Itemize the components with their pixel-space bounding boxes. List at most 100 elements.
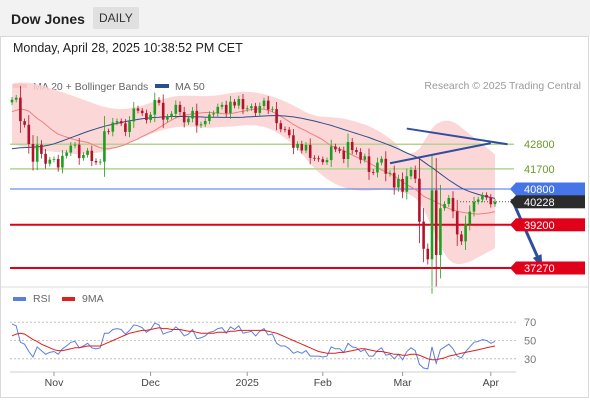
candle-body (220, 104, 224, 107)
candle-body (182, 112, 186, 123)
candle-body (359, 152, 362, 160)
legend-label: 9MA (82, 293, 104, 305)
candle-body (292, 135, 295, 148)
candle-body (90, 150, 94, 162)
legend-label: MA 50 (175, 81, 205, 93)
level-text: 40228 (524, 197, 555, 209)
candle-body (35, 144, 39, 162)
candle-body (481, 195, 484, 200)
time-tick-label: Mar (394, 377, 413, 389)
candle-body (367, 156, 371, 172)
timeframe-button[interactable]: DAILY (93, 7, 139, 29)
candle-body (401, 178, 404, 192)
level-text: 37270 (524, 263, 555, 275)
candle-body (300, 144, 304, 151)
candle-body (115, 121, 119, 123)
header-bar: Dow Jones DAILY (0, 0, 590, 36)
candle-body (413, 169, 417, 179)
candle-body (266, 100, 270, 110)
candle-body (439, 208, 442, 256)
candle-body (140, 110, 144, 114)
trend-line (389, 142, 491, 165)
level-text: 40800 (524, 184, 555, 196)
candle-body (464, 224, 467, 242)
candle-body (472, 201, 476, 212)
candle-body (149, 114, 152, 121)
trend-line (406, 127, 508, 146)
candle-body (476, 199, 480, 202)
candle-body (216, 106, 220, 114)
candle-body (229, 101, 232, 114)
level-tag (516, 218, 585, 232)
rsi-ma-line (11, 327, 496, 361)
candle-body (283, 129, 287, 131)
time-tick-label: Dec (141, 377, 160, 389)
legend-label: MA 20 + Bollinger Bands (33, 81, 148, 93)
candle-body (224, 104, 228, 114)
candle-body (380, 158, 383, 163)
level-text: 41700 (524, 164, 555, 176)
time-tick-label: Feb (314, 377, 332, 389)
candle-body (275, 109, 278, 124)
candle-body (279, 123, 283, 130)
candle-body (153, 99, 157, 115)
level-label-40228: 40228 (510, 195, 585, 209)
level-label-41700: 41700 (524, 164, 555, 176)
candle-body (334, 146, 337, 150)
level-tag-pointer (510, 218, 516, 232)
forecast-arrow-shaft (510, 198, 543, 266)
candle-body (262, 100, 266, 106)
candle-body (187, 118, 190, 123)
credit-text: Research © 2025 Trading Central (424, 80, 581, 92)
candle-body (418, 178, 421, 222)
level-text: 42800 (524, 139, 555, 151)
candle-body (304, 144, 308, 151)
price-legend: MA 20 + Bollinger Bands MA 50 (13, 81, 205, 93)
candle-body (317, 158, 320, 160)
legend-swatch (13, 297, 26, 301)
candle-body (342, 150, 346, 160)
level-tag-pointer (510, 195, 516, 209)
candle-body (493, 201, 497, 205)
candle-body (321, 159, 325, 163)
candle-body (296, 144, 299, 148)
candle-body (191, 110, 194, 119)
candle-body (460, 234, 463, 242)
candle-body (434, 190, 438, 256)
candle-body (69, 145, 73, 153)
candle-body (363, 156, 367, 160)
candle-body (136, 108, 140, 111)
candle-body (355, 150, 358, 153)
candle-body (212, 113, 215, 115)
level-label-40800: 40800 (510, 182, 585, 196)
candle-body (233, 101, 236, 106)
candle-body (86, 150, 89, 155)
ma20-line (11, 108, 496, 215)
candle-body (455, 211, 459, 235)
candle-body (203, 120, 207, 125)
candle-body (397, 178, 400, 188)
candle-body (325, 160, 329, 163)
candle-body (31, 144, 35, 162)
candle-body (254, 106, 257, 113)
timestamp: Monday, April 28, 2025 10:38:52 PM CET (13, 41, 243, 55)
candle-body (468, 211, 472, 225)
level-label-42800: 42800 (524, 139, 555, 151)
level-tag (516, 261, 585, 275)
candle-body (14, 97, 18, 100)
candle-body (430, 190, 434, 260)
candle-body (329, 146, 333, 161)
candles (10, 85, 497, 294)
candle-body (10, 99, 14, 103)
candle-body (346, 142, 350, 160)
candle-body (195, 110, 199, 126)
candle-body (258, 105, 262, 113)
candle-body (422, 221, 425, 249)
candle-body (250, 106, 253, 109)
level-label-37270: 37270 (510, 261, 585, 275)
level-tag (516, 195, 585, 209)
candle-body (350, 142, 354, 151)
level-tag (516, 182, 585, 196)
candle-body (128, 121, 131, 132)
